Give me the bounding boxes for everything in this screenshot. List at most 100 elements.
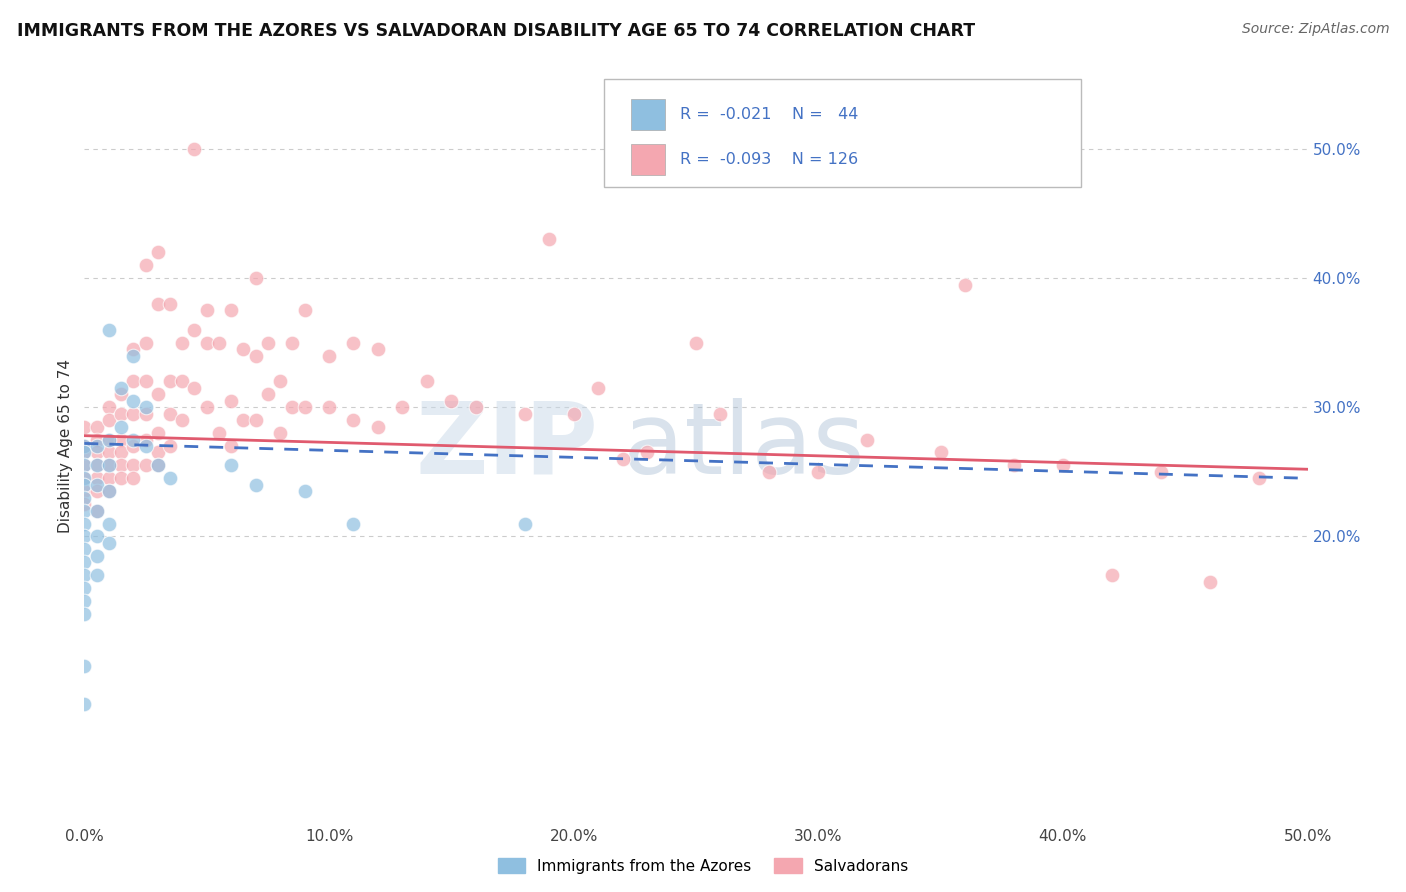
Salvadorans	[195, 335, 218, 350]
Immigrants from the Azores	[146, 458, 169, 473]
Immigrants from the Azores	[97, 323, 120, 337]
Immigrants from the Azores	[97, 484, 120, 499]
Salvadorans	[135, 258, 157, 272]
Legend: Immigrants from the Azores, Salvadorans: Immigrants from the Azores, Salvadorans	[492, 852, 914, 880]
Salvadorans	[110, 433, 132, 447]
Salvadorans	[172, 375, 194, 389]
Salvadorans	[294, 303, 316, 318]
Salvadorans	[257, 335, 280, 350]
Salvadorans	[135, 407, 157, 421]
Salvadorans	[146, 426, 169, 441]
Salvadorans	[232, 342, 254, 356]
Salvadorans	[219, 439, 242, 453]
Salvadorans	[257, 387, 280, 401]
Salvadorans	[513, 407, 536, 421]
Immigrants from the Azores	[73, 555, 96, 569]
Immigrants from the Azores	[86, 439, 108, 453]
Immigrants from the Azores	[86, 503, 108, 517]
Immigrants from the Azores	[97, 516, 120, 531]
Salvadorans	[97, 445, 120, 459]
Immigrants from the Azores	[86, 549, 108, 563]
Bar	[631, 99, 665, 130]
Salvadorans	[172, 335, 194, 350]
Salvadorans	[73, 439, 96, 453]
Salvadorans	[440, 393, 463, 408]
Salvadorans	[110, 407, 132, 421]
FancyBboxPatch shape	[605, 78, 1081, 187]
Salvadorans	[86, 433, 108, 447]
Immigrants from the Azores	[159, 471, 181, 485]
Immigrants from the Azores	[73, 542, 96, 557]
Immigrants from the Azores	[73, 516, 96, 531]
Salvadorans	[73, 484, 96, 499]
Immigrants from the Azores	[110, 419, 132, 434]
Salvadorans	[685, 335, 707, 350]
Salvadorans	[367, 342, 389, 356]
Salvadorans	[97, 484, 120, 499]
Salvadorans	[97, 471, 120, 485]
Salvadorans	[391, 401, 413, 415]
Salvadorans	[146, 245, 169, 260]
Salvadorans	[122, 439, 145, 453]
Salvadorans	[1101, 568, 1123, 582]
Immigrants from the Azores	[245, 477, 267, 491]
Salvadorans	[86, 471, 108, 485]
Salvadorans	[269, 426, 291, 441]
Immigrants from the Azores	[73, 658, 96, 673]
Text: R =  -0.093    N = 126: R = -0.093 N = 126	[681, 152, 858, 167]
Salvadorans	[122, 375, 145, 389]
Salvadorans	[195, 401, 218, 415]
Salvadorans	[208, 335, 231, 350]
Salvadorans	[86, 419, 108, 434]
Salvadorans	[1150, 465, 1173, 479]
Salvadorans	[73, 445, 96, 459]
Salvadorans	[245, 413, 267, 427]
Salvadorans	[86, 503, 108, 517]
Salvadorans	[97, 413, 120, 427]
Text: IMMIGRANTS FROM THE AZORES VS SALVADORAN DISABILITY AGE 65 TO 74 CORRELATION CHA: IMMIGRANTS FROM THE AZORES VS SALVADORAN…	[17, 22, 974, 40]
Salvadorans	[86, 445, 108, 459]
Salvadorans	[73, 497, 96, 511]
Immigrants from the Azores	[86, 529, 108, 543]
Immigrants from the Azores	[110, 381, 132, 395]
Immigrants from the Azores	[73, 568, 96, 582]
Bar	[631, 144, 665, 175]
Salvadorans	[245, 349, 267, 363]
Salvadorans	[159, 375, 181, 389]
Immigrants from the Azores	[86, 477, 108, 491]
Salvadorans	[709, 407, 731, 421]
Salvadorans	[172, 413, 194, 427]
Immigrants from the Azores	[73, 458, 96, 473]
Salvadorans	[807, 465, 830, 479]
Immigrants from the Azores	[97, 536, 120, 550]
Immigrants from the Azores	[86, 458, 108, 473]
Immigrants from the Azores	[73, 529, 96, 543]
Salvadorans	[416, 375, 439, 389]
Salvadorans	[612, 451, 634, 466]
Salvadorans	[122, 471, 145, 485]
Salvadorans	[1198, 574, 1220, 589]
Immigrants from the Azores	[73, 471, 96, 485]
Immigrants from the Azores	[513, 516, 536, 531]
Immigrants from the Azores	[73, 698, 96, 712]
Salvadorans	[318, 349, 340, 363]
Salvadorans	[122, 407, 145, 421]
Salvadorans	[219, 393, 242, 408]
Immigrants from the Azores	[122, 393, 145, 408]
Salvadorans	[636, 445, 658, 459]
Salvadorans	[73, 458, 96, 473]
Salvadorans	[146, 387, 169, 401]
Salvadorans	[318, 401, 340, 415]
Immigrants from the Azores	[122, 433, 145, 447]
Immigrants from the Azores	[73, 439, 96, 453]
Immigrants from the Azores	[73, 445, 96, 459]
Salvadorans	[73, 471, 96, 485]
Salvadorans	[758, 465, 780, 479]
Salvadorans	[97, 458, 120, 473]
Salvadorans	[1002, 458, 1025, 473]
Immigrants from the Azores	[73, 594, 96, 608]
Salvadorans	[135, 335, 157, 350]
Salvadorans	[245, 271, 267, 285]
Salvadorans	[586, 381, 609, 395]
Salvadorans	[86, 458, 108, 473]
